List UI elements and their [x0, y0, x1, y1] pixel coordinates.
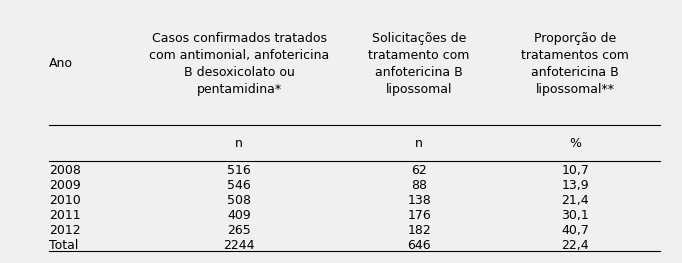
Text: Total: Total [49, 239, 78, 251]
Text: 265: 265 [227, 224, 251, 236]
Text: 62: 62 [411, 164, 427, 177]
Text: 2244: 2244 [224, 239, 255, 251]
Text: n: n [235, 137, 243, 150]
Text: n: n [415, 137, 423, 150]
Text: 182: 182 [407, 224, 431, 236]
Text: Solicitações de
tratamento com
anfotericina B
lipossomal: Solicitações de tratamento com anfoteric… [368, 32, 470, 96]
Text: 176: 176 [407, 209, 431, 222]
Text: 40,7: 40,7 [561, 224, 589, 236]
Text: 508: 508 [227, 194, 251, 207]
Text: Proporção de
tratamentos com
anfotericina B
lipossomal**: Proporção de tratamentos com anfotericin… [522, 32, 629, 96]
Text: 2012: 2012 [49, 224, 80, 236]
Text: %: % [569, 137, 581, 150]
Text: 2011: 2011 [49, 209, 80, 222]
Text: Casos confirmados tratados
com antimonial, anfotericina
B desoxicolato ou
pentam: Casos confirmados tratados com antimonia… [149, 32, 329, 96]
Text: 516: 516 [227, 164, 251, 177]
Text: 646: 646 [407, 239, 431, 251]
Text: 138: 138 [407, 194, 431, 207]
Text: 2008: 2008 [49, 164, 80, 177]
Text: 21,4: 21,4 [561, 194, 589, 207]
Text: 88: 88 [411, 179, 427, 192]
Text: Ano: Ano [49, 57, 73, 70]
Text: 2010: 2010 [49, 194, 80, 207]
Text: 30,1: 30,1 [561, 209, 589, 222]
Text: 13,9: 13,9 [561, 179, 589, 192]
Text: 409: 409 [227, 209, 251, 222]
Text: 22,4: 22,4 [561, 239, 589, 251]
Text: 2009: 2009 [49, 179, 80, 192]
Text: 546: 546 [227, 179, 251, 192]
Text: 10,7: 10,7 [561, 164, 589, 177]
